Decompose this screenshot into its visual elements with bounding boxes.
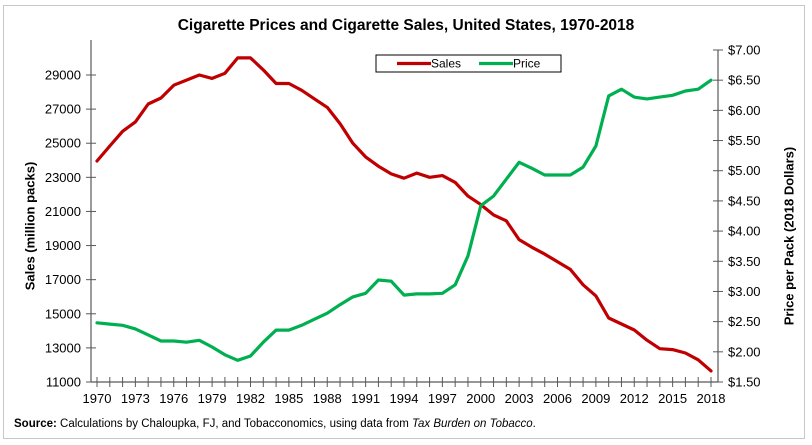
- legend-label-sales: Sales: [431, 57, 461, 71]
- x-tick-label: 2009: [581, 391, 610, 406]
- x-tick-label: 1979: [198, 391, 227, 406]
- y-right-tick-label: $5.50: [728, 133, 761, 148]
- x-tick-label: 1982: [236, 391, 265, 406]
- x-tick-label: 2012: [620, 391, 649, 406]
- y-right-tick-label: $7.00: [728, 43, 761, 58]
- legend-box: [375, 54, 562, 73]
- x-tick-label: 1991: [351, 391, 380, 406]
- legend-label-price: Price: [513, 57, 541, 71]
- series-group: [95, 56, 713, 373]
- x-tick-label: 1976: [159, 391, 188, 406]
- y-left-tick-label: 25000: [45, 136, 81, 151]
- x-tick-label: 2018: [697, 391, 726, 406]
- y-left-tick-label: 27000: [45, 102, 81, 117]
- chart-frame: [3, 5, 805, 439]
- y-right-tick-label: $6.00: [728, 103, 761, 118]
- y-left-tick-label: 23000: [45, 170, 81, 185]
- y-right-tick-label: $5.00: [728, 163, 761, 178]
- y-right-tick-label: $3.00: [728, 284, 761, 299]
- source-note: Source: Calculations by Chaloupka, FJ, a…: [14, 418, 536, 430]
- series-line-price: [95, 78, 713, 362]
- x-tick-label: 1973: [121, 391, 150, 406]
- y-left-tick-label: 21000: [45, 204, 81, 219]
- x-tick-label: 1970: [83, 391, 112, 406]
- source-text: Calculations by Chaloupka, FJ, and Tobac…: [56, 418, 413, 430]
- x-tick-label: 2000: [466, 391, 495, 406]
- y-left-tick-label: 13000: [45, 340, 81, 355]
- y-right-tick-label: $4.00: [728, 224, 761, 239]
- x-tick-label: 2006: [543, 391, 572, 406]
- axes: 11000 13000 15000 17000 19000 21000 23000 25000…: [45, 40, 761, 406]
- series-line-sales: [95, 56, 713, 373]
- y-right-tick-label: $2.00: [728, 344, 761, 359]
- x-tick-label: 1997: [428, 391, 457, 406]
- x-tick-label: 1994: [390, 391, 419, 406]
- x-tick-label: 1985: [274, 391, 303, 406]
- y-right-tick-label: $1.50: [728, 375, 761, 390]
- source-italic: Tax Burden on Tobacco: [412, 418, 533, 430]
- y-right-tick-label: $4.50: [728, 193, 761, 208]
- legend: Sales Price: [375, 54, 562, 73]
- x-tick-label: 2015: [658, 391, 687, 406]
- source-label: Source:: [14, 418, 57, 430]
- y-left-tick-label: 19000: [45, 238, 81, 253]
- x-tick-label: 1988: [313, 391, 342, 406]
- x-tick-label: 2003: [505, 391, 534, 406]
- y-left-tick-label: 17000: [45, 272, 81, 287]
- y-left-tick-label: 11000: [46, 375, 81, 390]
- chart-title: Cigarette Prices and Cigarette Sales, Un…: [177, 17, 635, 34]
- y-right-tick-label: $6.50: [728, 73, 761, 88]
- source-end: .: [532, 418, 536, 430]
- y-right-tick-label: $3.50: [728, 254, 761, 269]
- y-left-tick-label: 15000: [45, 306, 81, 321]
- y-right-tick-label: $2.50: [728, 314, 761, 329]
- y-left-tick-label: 29000: [45, 68, 81, 83]
